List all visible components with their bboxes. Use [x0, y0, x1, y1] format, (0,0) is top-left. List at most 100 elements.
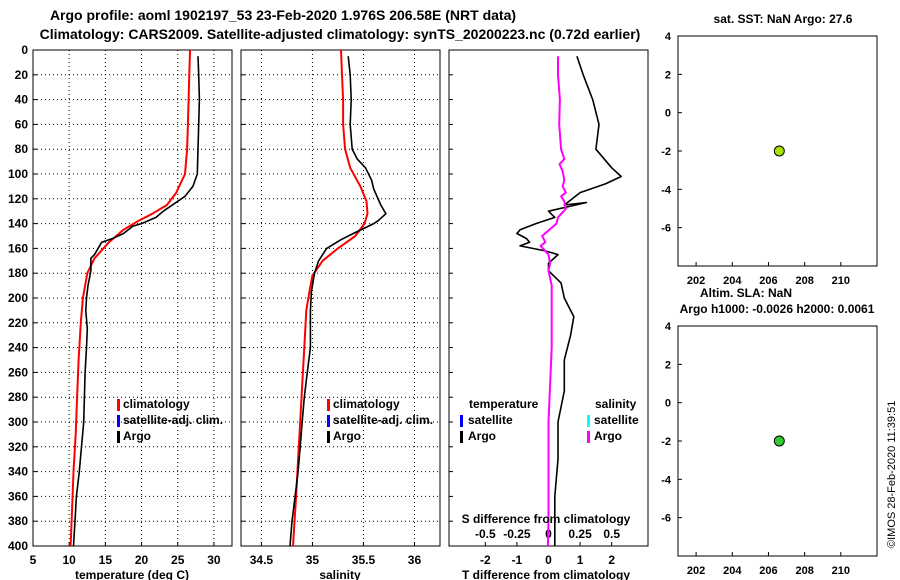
sla-title-line2: Argo h1000: -0.0026 h2000: 0.0061 [680, 302, 875, 316]
legend-climatology-swatch [327, 399, 330, 411]
temperature-panel: 0 20 40 60 80 100 120 140 160 180 200 220 240 260 280 3… [8, 43, 233, 580]
y-tick-label: 100 [8, 167, 28, 181]
x-tick-label: 36 [408, 553, 422, 567]
x-tick-label: 10 [63, 553, 77, 567]
sla-panel: Altim. SLA: NaN Argo h1000: -0.0026 h200… [661, 286, 878, 577]
y-tick-label: 400 [8, 539, 28, 553]
y-tick-label: 2 [665, 69, 671, 81]
salinity-axis-ticks: 34.5 35 35.5 36 [250, 542, 422, 567]
sla-x-ticks: 202 204 206 208 210 [687, 552, 850, 577]
imos-timestamp: ©IMOS 28-Feb-2020 11:39:51 [886, 401, 898, 548]
x-tick-label: 202 [687, 565, 705, 577]
temperature-axes-frame [32, 49, 233, 547]
legend-s-satellite-swatch [587, 415, 590, 427]
temperature-lines [69, 49, 201, 547]
y-tick-label: -6 [661, 513, 671, 525]
legend-satellite-swatch [117, 415, 120, 427]
y-tick-label: 140 [8, 217, 28, 231]
legend-satellite: satellite-adj. clim. [333, 413, 433, 427]
temperature-grid [32, 49, 232, 547]
series-argo [289, 56, 387, 547]
y-tick-label: 260 [8, 365, 28, 379]
x-tick-label: 1 [577, 553, 584, 567]
temperature-axis-ticks: 5 10 15 20 25 30 [30, 542, 221, 567]
legend-argo-swatch [117, 431, 120, 443]
series-temperature-argo [516, 55, 623, 546]
difference-legend-temperature: temperature satellite Argo [460, 397, 539, 443]
salinity-axis-label: salinity [319, 568, 361, 580]
x-tick-label: 30 [207, 553, 221, 567]
legend-argo-swatch [327, 431, 330, 443]
y-tick-label: 80 [15, 142, 29, 156]
sla-title-line1: Altim. SLA: NaN [700, 286, 792, 300]
temperature-axis-label: temperature (deg C) [75, 568, 189, 580]
salinity-axes-frame [240, 49, 441, 547]
t-difference-axis-label: T difference from climatology [462, 568, 630, 580]
y-tick-label: 2 [665, 359, 671, 371]
y-tick-label: 160 [8, 241, 28, 255]
y-tick-label: 0 [21, 43, 28, 57]
figure-title-line2: Climatology: CARS2009. Satellite-adjuste… [40, 26, 641, 42]
x-tick-label: 206 [759, 275, 777, 287]
legend-s-argo-swatch [587, 431, 590, 443]
x-tick-label: 208 [795, 275, 813, 287]
x-tick-label: 35.5 [352, 553, 376, 567]
s-tick-label: -0.25 [503, 527, 531, 541]
x-tick-label: 20 [135, 553, 149, 567]
figure-title-line1: Argo profile: aoml 1902197_53 23-Feb-202… [50, 7, 516, 23]
y-tick-label: 20 [15, 68, 29, 82]
x-tick-label: -1 [512, 553, 523, 567]
depth-axis-ticks: 0 20 40 60 80 100 120 140 160 180 200 220 240 260 280 3… [8, 43, 28, 553]
x-tick-label: 206 [759, 565, 777, 577]
salinity-grid [241, 49, 440, 547]
y-tick-label: -2 [661, 436, 671, 448]
legend-satellite: satellite-adj. clim. [123, 413, 223, 427]
s-difference-axis-label: S difference from climatology [462, 512, 631, 526]
y-tick-label: 320 [8, 440, 28, 454]
sst-panel: sat. SST: NaN Argo: 27.6 420-2-4-6 202 20… [661, 12, 878, 287]
y-tick-label: -2 [661, 146, 671, 158]
x-tick-label: 208 [795, 565, 813, 577]
s-tick-label: 0.5 [603, 527, 620, 541]
legend-climatology: climatology [123, 397, 190, 411]
x-tick-label: 204 [723, 275, 742, 287]
salinity-legend: climatology satellite-adj. clim. Argo [327, 397, 433, 443]
y-tick-label: 380 [8, 514, 28, 528]
y-tick-label: 4 [665, 321, 672, 333]
y-tick-label: 200 [8, 291, 28, 305]
legend-temperature-heading: temperature [469, 397, 539, 411]
series-salinity-argo [539, 56, 567, 547]
legend-t-argo-swatch [460, 431, 463, 443]
y-tick-label: 0 [665, 108, 671, 120]
sla-y-ticks: 4 2 0 -2 -4 -6 [661, 321, 682, 525]
sla-points [773, 435, 785, 447]
x-tick-label: 210 [832, 565, 850, 577]
legend-argo: Argo [333, 429, 361, 443]
series-climatology [69, 49, 191, 547]
x-tick-label: 25 [171, 553, 185, 567]
y-tick-label: 220 [8, 316, 28, 330]
y-tick-label: 280 [8, 390, 28, 404]
y-tick-label: 300 [8, 415, 28, 429]
legend-climatology: climatology [333, 397, 400, 411]
y-tick-label: 60 [15, 117, 29, 131]
legend-s-argo: Argo [594, 429, 622, 443]
temperature-legend: climatology satellite-adj. clim. Argo [117, 397, 223, 443]
s-tick-label: 0.25 [568, 527, 592, 541]
sst-y-ticks: 4 2 0 -2 -4 -6 [661, 31, 682, 235]
x-tick-label: 204 [723, 565, 742, 577]
y-tick-label: -6 [661, 223, 671, 235]
x-tick-label: 210 [832, 275, 850, 287]
x-tick-label: 0 [545, 553, 552, 567]
legend-t-argo: Argo [468, 429, 496, 443]
y-tick-label: 4 [665, 31, 672, 43]
difference-lines [516, 55, 623, 547]
sst-points [773, 145, 785, 157]
y-tick-label: -4 [661, 184, 672, 196]
x-tick-label: 15 [99, 553, 113, 567]
legend-s-satellite: satellite [594, 413, 639, 427]
series-argo [72, 56, 201, 547]
x-tick-label: 35 [306, 553, 320, 567]
legend-t-satellite-swatch [460, 415, 463, 427]
